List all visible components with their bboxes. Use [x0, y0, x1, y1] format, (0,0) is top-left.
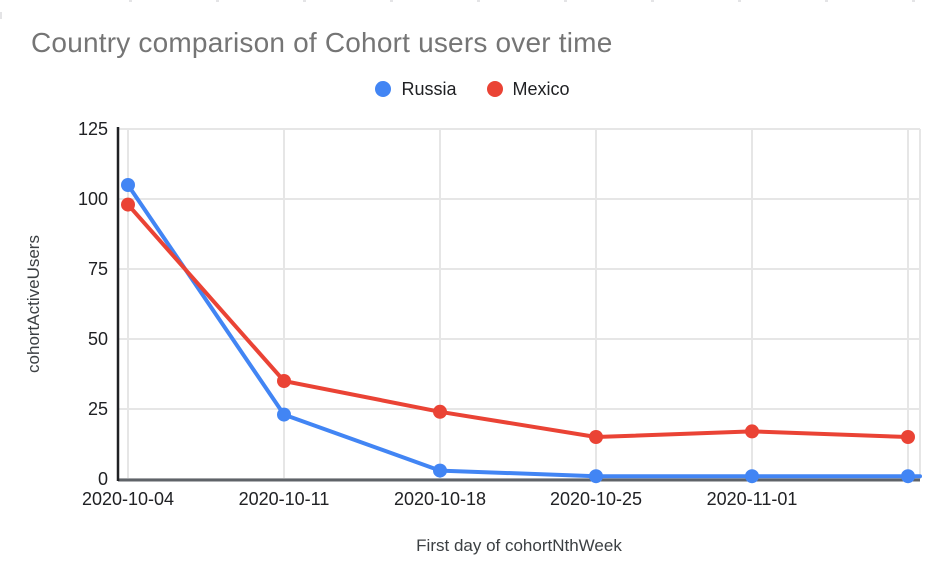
legend: Russia Mexico [0, 78, 945, 100]
x-tick-label: 2020-10-25 [549, 489, 643, 509]
cropped-text-artifact [216, 0, 219, 2]
y-tick-label: 0 [97, 469, 108, 489]
y-tick-label: 100 [77, 189, 108, 209]
cropped-text-artifact [0, 12, 2, 19]
x-tick-label: 2020-10-11 [238, 489, 330, 509]
mexico-data-point-marker[interactable] [901, 430, 915, 444]
russia-data-point-marker[interactable] [745, 469, 759, 484]
russia-data-point-marker[interactable] [433, 463, 447, 478]
cropped-text-artifact [651, 0, 654, 2]
cropped-text-artifact [738, 0, 741, 2]
legend-item-russia[interactable]: Russia [375, 78, 457, 100]
cropped-text-artifact [564, 0, 567, 2]
mexico-data-point-marker[interactable] [277, 374, 291, 388]
x-tick-label: 2020-10-04 [81, 489, 175, 509]
x-tick-label: 2020-11-01 [706, 489, 798, 509]
russia-data-point-marker[interactable] [901, 469, 915, 484]
cropped-text-artifact [390, 0, 393, 2]
y-tick-label: 25 [87, 399, 108, 419]
cropped-text-artifact [477, 0, 480, 2]
x-axis-title: First day of cohortNthWeek [416, 536, 622, 555]
y-tick-label: 75 [87, 259, 108, 279]
legend-label-russia: Russia [401, 78, 457, 99]
cropped-text-artifact [825, 0, 828, 2]
y-tick-label: 125 [77, 119, 108, 139]
legend-item-mexico[interactable]: Mexico [486, 78, 570, 100]
cropped-text-artifact [129, 0, 132, 2]
cropped-text-artifact [912, 0, 915, 2]
russia-data-point-marker[interactable] [121, 178, 135, 192]
y-tick-label: 50 [87, 329, 108, 349]
russia-data-point-marker[interactable] [589, 469, 603, 484]
y-axis-title: cohortActiveUsers [24, 235, 43, 373]
russia-data-point-marker[interactable] [277, 407, 291, 422]
mexico-data-point-marker[interactable] [121, 197, 135, 212]
mexico-data-point-marker[interactable] [433, 404, 447, 419]
legend-marker-russia-icon [375, 81, 392, 97]
legend-label-mexico: Mexico [512, 78, 570, 99]
legend-marker-mexico-icon [486, 81, 503, 97]
chart-title: Country comparison of Cohort users over … [31, 27, 613, 58]
cropped-text-artifact [303, 0, 306, 2]
mexico-data-point-marker[interactable] [745, 424, 759, 439]
cropped-text-artifacts [0, 0, 945, 3]
mexico-line [126, 202, 910, 439]
mexico-data-point-marker[interactable] [589, 430, 603, 444]
x-tick-label: 2020-10-18 [393, 489, 487, 509]
